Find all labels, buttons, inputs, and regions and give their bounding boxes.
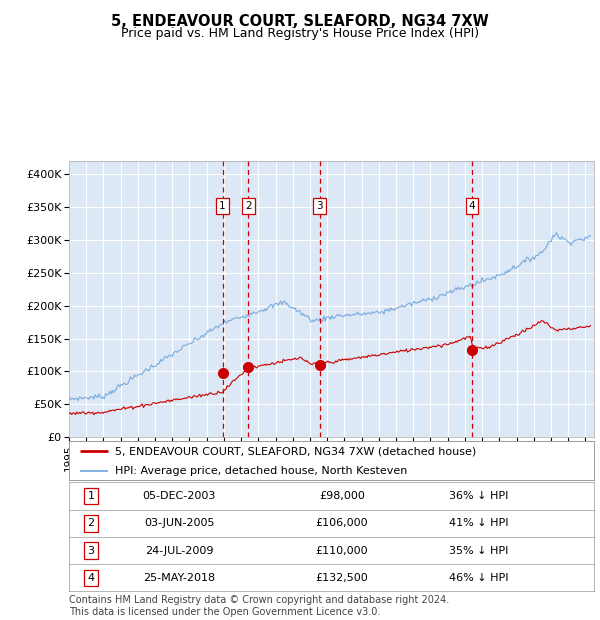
Text: 1: 1 — [88, 491, 95, 501]
Text: 4: 4 — [469, 201, 475, 211]
Text: 3: 3 — [88, 546, 95, 556]
Text: £106,000: £106,000 — [316, 518, 368, 528]
Text: Contains HM Land Registry data © Crown copyright and database right 2024.: Contains HM Land Registry data © Crown c… — [69, 595, 449, 604]
Text: 03-JUN-2005: 03-JUN-2005 — [144, 518, 215, 528]
Text: 24-JUL-2009: 24-JUL-2009 — [145, 546, 214, 556]
Text: 3: 3 — [316, 201, 323, 211]
Text: 2: 2 — [88, 518, 95, 528]
Text: 46% ↓ HPI: 46% ↓ HPI — [449, 573, 508, 583]
Text: 25-MAY-2018: 25-MAY-2018 — [143, 573, 215, 583]
Text: £132,500: £132,500 — [316, 573, 368, 583]
Text: £98,000: £98,000 — [319, 491, 365, 501]
Text: 1: 1 — [219, 201, 226, 211]
Text: 36% ↓ HPI: 36% ↓ HPI — [449, 491, 508, 501]
Text: £110,000: £110,000 — [316, 546, 368, 556]
Text: 5, ENDEAVOUR COURT, SLEAFORD, NG34 7XW (detached house): 5, ENDEAVOUR COURT, SLEAFORD, NG34 7XW (… — [115, 446, 476, 456]
Text: 5, ENDEAVOUR COURT, SLEAFORD, NG34 7XW: 5, ENDEAVOUR COURT, SLEAFORD, NG34 7XW — [111, 14, 489, 29]
Text: This data is licensed under the Open Government Licence v3.0.: This data is licensed under the Open Gov… — [69, 607, 380, 617]
Text: Price paid vs. HM Land Registry's House Price Index (HPI): Price paid vs. HM Land Registry's House … — [121, 27, 479, 40]
Text: 2: 2 — [245, 201, 251, 211]
Text: HPI: Average price, detached house, North Kesteven: HPI: Average price, detached house, Nort… — [115, 466, 407, 476]
Text: 35% ↓ HPI: 35% ↓ HPI — [449, 546, 508, 556]
Text: 4: 4 — [88, 573, 95, 583]
Text: 41% ↓ HPI: 41% ↓ HPI — [449, 518, 508, 528]
Text: 05-DEC-2003: 05-DEC-2003 — [143, 491, 216, 501]
